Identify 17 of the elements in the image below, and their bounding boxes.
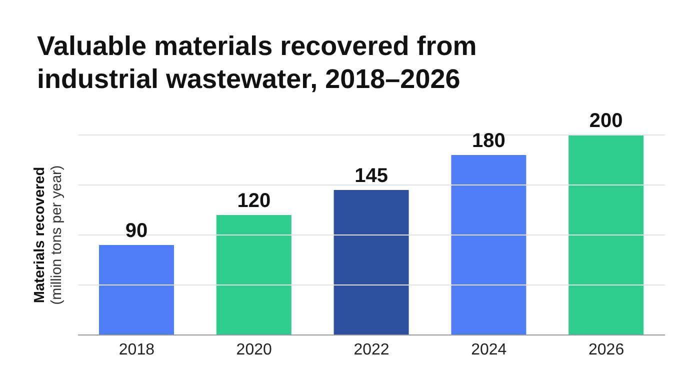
data-label: 180: [472, 130, 506, 152]
bar: [568, 135, 644, 335]
data-label: 145: [354, 165, 388, 187]
bar: [451, 155, 526, 335]
x-tick-label: 2024: [471, 341, 507, 358]
bar: [334, 190, 409, 335]
x-tick-label: 2026: [588, 341, 624, 358]
bar: [216, 215, 292, 335]
chart-title: Valuable materials recovered from industrial wastewater, 2018–2026: [37, 30, 478, 96]
x-tick-label: 2022: [354, 341, 390, 358]
x-tick-label: 2018: [118, 341, 155, 358]
bar: [99, 245, 174, 335]
x-tick-label: 2020: [236, 341, 272, 358]
data-label: 200: [589, 110, 623, 132]
data-label: 90: [125, 220, 148, 242]
y-axis-title: Materials recovered (million tons per year): [32, 165, 66, 305]
data-label: 120: [237, 190, 271, 212]
